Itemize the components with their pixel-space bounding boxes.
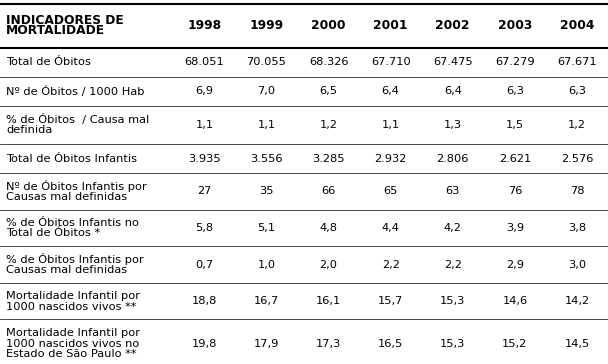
Text: 3.285: 3.285 <box>313 154 345 164</box>
Text: 1,2: 1,2 <box>568 120 586 130</box>
Text: 67.279: 67.279 <box>495 58 534 67</box>
Text: 68.051: 68.051 <box>184 58 224 67</box>
Text: 15,7: 15,7 <box>378 296 403 306</box>
Text: 1,1: 1,1 <box>382 120 399 130</box>
Text: INDICADORES DE: INDICADORES DE <box>6 15 124 28</box>
Text: 2,2: 2,2 <box>382 260 399 270</box>
Text: 4,2: 4,2 <box>444 223 461 233</box>
Text: Nº de Óbitos Infantis por: Nº de Óbitos Infantis por <box>6 180 147 192</box>
Text: 15,3: 15,3 <box>440 339 466 349</box>
Text: 66: 66 <box>322 186 336 197</box>
Text: 6,4: 6,4 <box>382 86 399 96</box>
Text: 6,5: 6,5 <box>320 86 337 96</box>
Text: 3,0: 3,0 <box>568 260 586 270</box>
Text: 1,5: 1,5 <box>506 120 524 130</box>
Text: 1,0: 1,0 <box>257 260 275 270</box>
Text: 14,5: 14,5 <box>564 339 590 349</box>
Text: 2.806: 2.806 <box>437 154 469 164</box>
Text: Causas mal definidas: Causas mal definidas <box>6 265 127 275</box>
Text: 2002: 2002 <box>435 19 470 32</box>
Text: 2000: 2000 <box>311 19 346 32</box>
Text: Mortalidade Infantil por: Mortalidade Infantil por <box>6 291 140 301</box>
Text: 63: 63 <box>446 186 460 197</box>
Text: 16,1: 16,1 <box>316 296 341 306</box>
Text: 2,0: 2,0 <box>320 260 337 270</box>
Text: 4,8: 4,8 <box>320 223 337 233</box>
Text: 15,3: 15,3 <box>440 296 466 306</box>
Text: 65: 65 <box>384 186 398 197</box>
Text: 6,4: 6,4 <box>444 86 461 96</box>
Text: 5,8: 5,8 <box>195 223 213 233</box>
Text: 78: 78 <box>570 186 584 197</box>
Text: 1000 nascidos vivos no: 1000 nascidos vivos no <box>6 339 139 349</box>
Text: 1,3: 1,3 <box>444 120 462 130</box>
Text: 2004: 2004 <box>560 19 594 32</box>
Text: 2.621: 2.621 <box>499 154 531 164</box>
Text: 17,9: 17,9 <box>254 339 279 349</box>
Text: 14,6: 14,6 <box>502 296 527 306</box>
Text: 68.326: 68.326 <box>309 58 348 67</box>
Text: % de Óbitos Infantis no: % de Óbitos Infantis no <box>6 218 139 228</box>
Text: 15,2: 15,2 <box>502 339 528 349</box>
Text: Causas mal definidas: Causas mal definidas <box>6 192 127 202</box>
Text: 35: 35 <box>259 186 274 197</box>
Text: Nº de Óbitos / 1000 Hab: Nº de Óbitos / 1000 Hab <box>6 86 145 97</box>
Text: 27: 27 <box>197 186 212 197</box>
Text: 2003: 2003 <box>498 19 532 32</box>
Text: 16,7: 16,7 <box>254 296 279 306</box>
Text: 1,1: 1,1 <box>195 120 213 130</box>
Text: Total de Óbitos *: Total de Óbitos * <box>6 229 100 238</box>
Text: 2.576: 2.576 <box>561 154 593 164</box>
Text: 6,3: 6,3 <box>506 86 524 96</box>
Text: 3.556: 3.556 <box>250 154 283 164</box>
Text: 1999: 1999 <box>249 19 283 32</box>
Text: 1,2: 1,2 <box>320 120 337 130</box>
Text: MORTALIDADE: MORTALIDADE <box>6 24 105 37</box>
Text: 1,1: 1,1 <box>257 120 275 130</box>
Text: 2,9: 2,9 <box>506 260 524 270</box>
Text: 17,3: 17,3 <box>316 339 341 349</box>
Text: 3,8: 3,8 <box>568 223 586 233</box>
Text: 3.935: 3.935 <box>188 154 221 164</box>
Text: % de Óbitos  / Causa mal: % de Óbitos / Causa mal <box>6 114 150 125</box>
Text: 1998: 1998 <box>187 19 221 32</box>
Text: Total de Óbitos Infantis: Total de Óbitos Infantis <box>6 154 137 164</box>
Text: 1000 nascidos vivos **: 1000 nascidos vivos ** <box>6 302 136 312</box>
Text: 19,8: 19,8 <box>192 339 217 349</box>
Text: 16,5: 16,5 <box>378 339 403 349</box>
Text: 7,0: 7,0 <box>257 86 275 96</box>
Text: 2,2: 2,2 <box>444 260 461 270</box>
Text: 2.932: 2.932 <box>375 154 407 164</box>
Text: 6,3: 6,3 <box>568 86 586 96</box>
Text: 2001: 2001 <box>373 19 408 32</box>
Text: 4,4: 4,4 <box>382 223 399 233</box>
Text: definida: definida <box>6 126 52 135</box>
Text: 70.055: 70.055 <box>246 58 286 67</box>
Text: Total de Óbitos: Total de Óbitos <box>6 58 91 67</box>
Text: % de Óbitos Infantis por: % de Óbitos Infantis por <box>6 253 144 265</box>
Text: 5,1: 5,1 <box>257 223 275 233</box>
Text: 0,7: 0,7 <box>195 260 213 270</box>
Text: 3,9: 3,9 <box>506 223 524 233</box>
Text: 67.475: 67.475 <box>433 58 472 67</box>
Text: 18,8: 18,8 <box>192 296 217 306</box>
Text: 67.671: 67.671 <box>557 58 597 67</box>
Text: 6,9: 6,9 <box>195 86 213 96</box>
Text: Estado de São Paulo **: Estado de São Paulo ** <box>6 349 137 360</box>
Text: Mortalidade Infantil por: Mortalidade Infantil por <box>6 328 140 338</box>
Text: 14,2: 14,2 <box>564 296 590 306</box>
Text: 67.710: 67.710 <box>371 58 410 67</box>
Text: 76: 76 <box>508 186 522 197</box>
